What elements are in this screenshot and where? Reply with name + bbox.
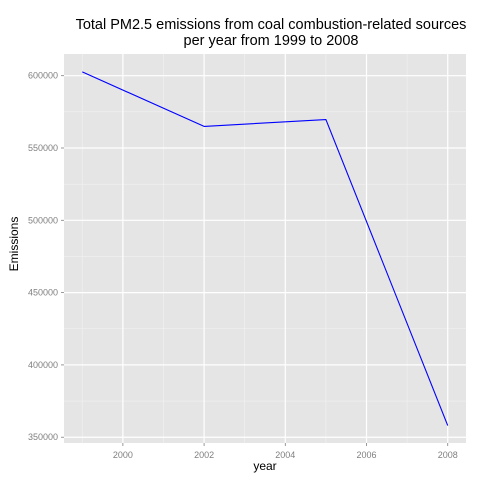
y-tick-label: 450000: [28, 288, 58, 298]
x-tick-label: 2002: [194, 450, 214, 460]
x-tick-label: 2006: [356, 450, 376, 460]
x-tick-label: 2008: [438, 450, 458, 460]
minor-gridlines: [64, 54, 466, 443]
series-line-0: [82, 71, 449, 426]
y-axis-label: Emissions: [7, 217, 21, 272]
major-gridlines: [64, 54, 466, 443]
chart-title-line-1: Total PM2.5 emissions from coal combusti…: [76, 17, 467, 33]
series-layer: [82, 71, 449, 426]
plot-panel: [64, 54, 466, 443]
x-tick-label: 2004: [275, 450, 295, 460]
chart-title-line-2: per year from 1999 to 2008: [184, 33, 359, 49]
x-axis-ticks: 2000 2002 2004 2006 2008: [113, 443, 458, 460]
y-axis-ticks: 350000 400000 450000 500000 550000 600000: [28, 71, 64, 442]
x-axis-label: year: [253, 459, 276, 473]
y-tick-label: 550000: [28, 143, 58, 153]
x-tick-label: 2000: [113, 450, 133, 460]
y-tick-label: 500000: [28, 215, 58, 225]
y-tick-label: 600000: [28, 71, 58, 81]
y-tick-label: 400000: [28, 360, 58, 370]
y-tick-label: 350000: [28, 432, 58, 442]
